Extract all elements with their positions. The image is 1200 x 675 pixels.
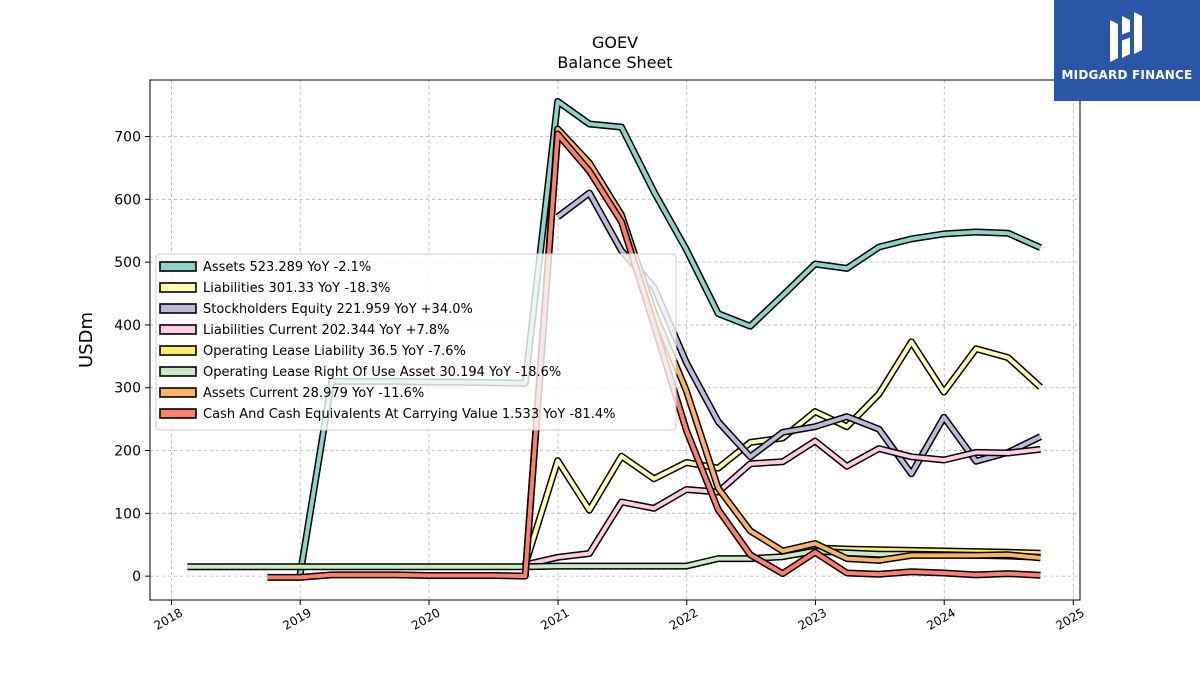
y-axis: 0 100 200 300 400 500 600 700: [114, 130, 150, 585]
x-axis: 2018 2019 2020 2021 2022 2023 2024 2025: [152, 600, 1087, 633]
legend-swatch: [159, 408, 197, 419]
legend-swatch: [159, 261, 197, 272]
x-tick-label: 2022: [667, 605, 700, 632]
series-line: [523, 127, 1041, 577]
legend-swatch: [159, 366, 197, 377]
series-1: [521, 338, 1043, 566]
y-tick-label: 400: [114, 318, 141, 334]
x-tick-label: 2019: [280, 605, 313, 632]
brand-logo: MIDGARD FINANCE: [1054, 0, 1200, 101]
x-tick-label: 2020: [409, 605, 442, 632]
y-tick-label: 500: [114, 255, 141, 271]
series-3: [524, 437, 1041, 569]
legend-label: Stockholders Equity 221.959 YoY +34.0%: [203, 302, 473, 317]
legend-label: Liabilities Current 202.344 YoY +7.8%: [203, 323, 450, 338]
y-tick-label: 0: [132, 569, 141, 585]
series-6: [521, 125, 1041, 577]
series-line: [523, 339, 1042, 566]
series-line: [524, 439, 1041, 567]
legend-swatch: [159, 345, 197, 356]
chart-title: GOEV: [592, 33, 638, 52]
chart-subtitle: Balance Sheet: [557, 53, 672, 72]
legend-swatch: [159, 303, 197, 314]
x-tick-label: 2024: [924, 605, 957, 632]
brand-name: MIDGARD FINANCE: [1061, 68, 1193, 82]
y-tick-label: 300: [114, 381, 141, 397]
y-tick-label: 700: [114, 130, 141, 146]
legend-item: Cash And Cash Equivalents At Carrying Va…: [159, 407, 615, 422]
legend-item: Stockholders Equity 221.959 YoY +34.0%: [159, 302, 473, 317]
y-tick-label: 100: [114, 506, 141, 522]
legend-label: Assets Current 28.979 YoY -11.6%: [203, 386, 424, 401]
legend-swatch: [159, 324, 197, 335]
midgard-logo-icon: [1110, 12, 1142, 62]
x-tick-label: 2025: [1053, 605, 1086, 632]
legend-item: Liabilities 301.33 YoY -18.3%: [159, 281, 390, 296]
legend-item: Liabilities Current 202.344 YoY +7.8%: [159, 323, 450, 338]
legend-box: [155, 253, 677, 431]
plot-frame: [149, 79, 1081, 601]
legend-item: Operating Lease Liability 36.5 YoY -7.6%: [159, 344, 466, 359]
y-tick-label: 200: [114, 444, 141, 460]
legend-item: Assets Current 28.979 YoY -11.6%: [159, 386, 424, 401]
legend-item: Assets 523.289 YoY -2.1%: [159, 260, 371, 275]
legend-label: Assets 523.289 YoY -2.1%: [203, 260, 371, 275]
legend-item: Operating Lease Right Of Use Asset 30.19…: [159, 365, 561, 380]
y-axis-label: USDm: [76, 312, 97, 368]
legend-swatch: [159, 282, 197, 293]
y-tick-label: 600: [114, 192, 141, 208]
legend-label: Cash And Cash Equivalents At Carrying Va…: [203, 407, 615, 422]
legend: Assets 523.289 YoY -2.1% Liabilities 301.…: [155, 253, 677, 431]
legend-label: Operating Lease Right Of Use Asset 30.19…: [203, 365, 561, 380]
legend-label: Operating Lease Liability 36.5 YoY -7.6%: [203, 344, 466, 359]
x-tick-label: 2018: [152, 605, 185, 632]
x-tick-label: 2023: [796, 605, 829, 632]
x-tick-label: 2021: [538, 605, 571, 632]
legend-swatch: [159, 387, 197, 398]
legend-label: Liabilities 301.33 YoY -18.3%: [203, 281, 390, 296]
